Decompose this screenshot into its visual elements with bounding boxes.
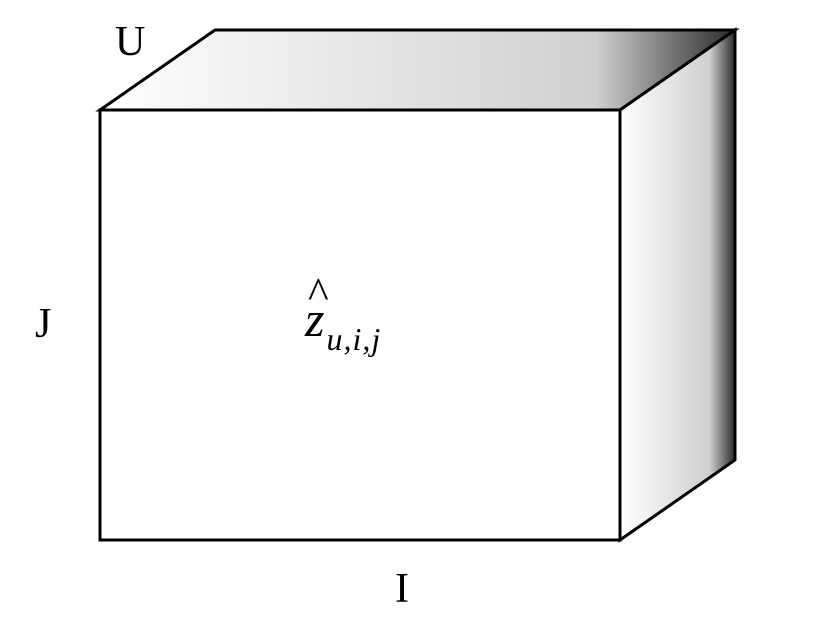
cube-right-face: [620, 30, 735, 540]
axis-label-U: U: [115, 18, 145, 66]
axis-label-I: I: [395, 565, 409, 613]
tensor-subscript: u,i,j: [326, 321, 381, 357]
axis-label-J: J: [35, 300, 51, 348]
tensor-element-label: zu,i,j: [305, 290, 381, 355]
tensor-diagram: U J I zu,i,j: [0, 0, 814, 623]
tensor-base-symbol: z: [305, 290, 324, 348]
cube-svg: [0, 0, 814, 623]
